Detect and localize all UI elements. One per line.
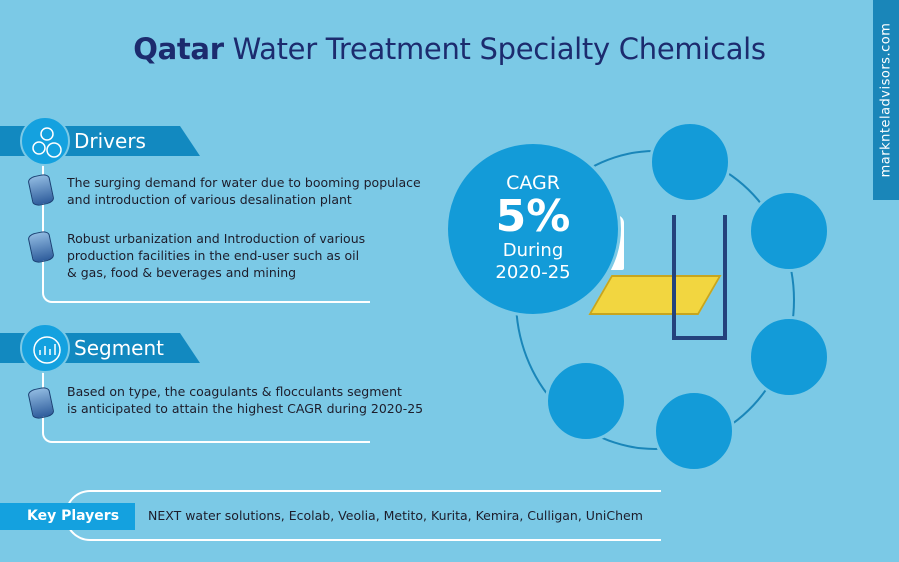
gears-icon — [20, 116, 70, 166]
cagr-value: 5% — [495, 191, 571, 242]
cagr-during: During — [502, 240, 564, 261]
flask-icon — [649, 121, 731, 203]
key-players-label: Key Players — [0, 503, 135, 530]
driver-item-2: Robust urbanization and Introduction of … — [67, 231, 366, 280]
segment-item-1: Based on type, the coagulants & floccula… — [67, 384, 424, 416]
watermark-text: marknteladvisors.com — [878, 22, 894, 178]
segment-heading: Segment — [74, 336, 164, 360]
chart-target-icon — [20, 323, 70, 373]
water-purifier-icon — [545, 360, 627, 442]
filter-column-icon — [653, 390, 735, 472]
page-title: Qatar Water Treatment Specialty Chemical… — [133, 32, 766, 66]
drivers-connector — [42, 150, 370, 303]
water-cartridge-icon — [748, 316, 830, 398]
drivers-heading: Drivers — [74, 129, 146, 153]
cagr-period: 2020-25 — [495, 262, 571, 283]
filter-system-icon — [748, 190, 830, 272]
driver-item-1: The surging demand for water due to boom… — [67, 175, 421, 207]
cagr-label: CAGR — [506, 172, 560, 194]
cagr-badge: CAGR 5% During 2020-25 — [445, 141, 621, 317]
watermark-strip: marknteladvisors.com — [873, 0, 899, 200]
segment-banner: Segment — [0, 333, 200, 363]
lab-rack-illustration — [672, 215, 727, 340]
key-players-list: NEXT water solutions, Ecolab, Veolia, Me… — [148, 508, 643, 523]
